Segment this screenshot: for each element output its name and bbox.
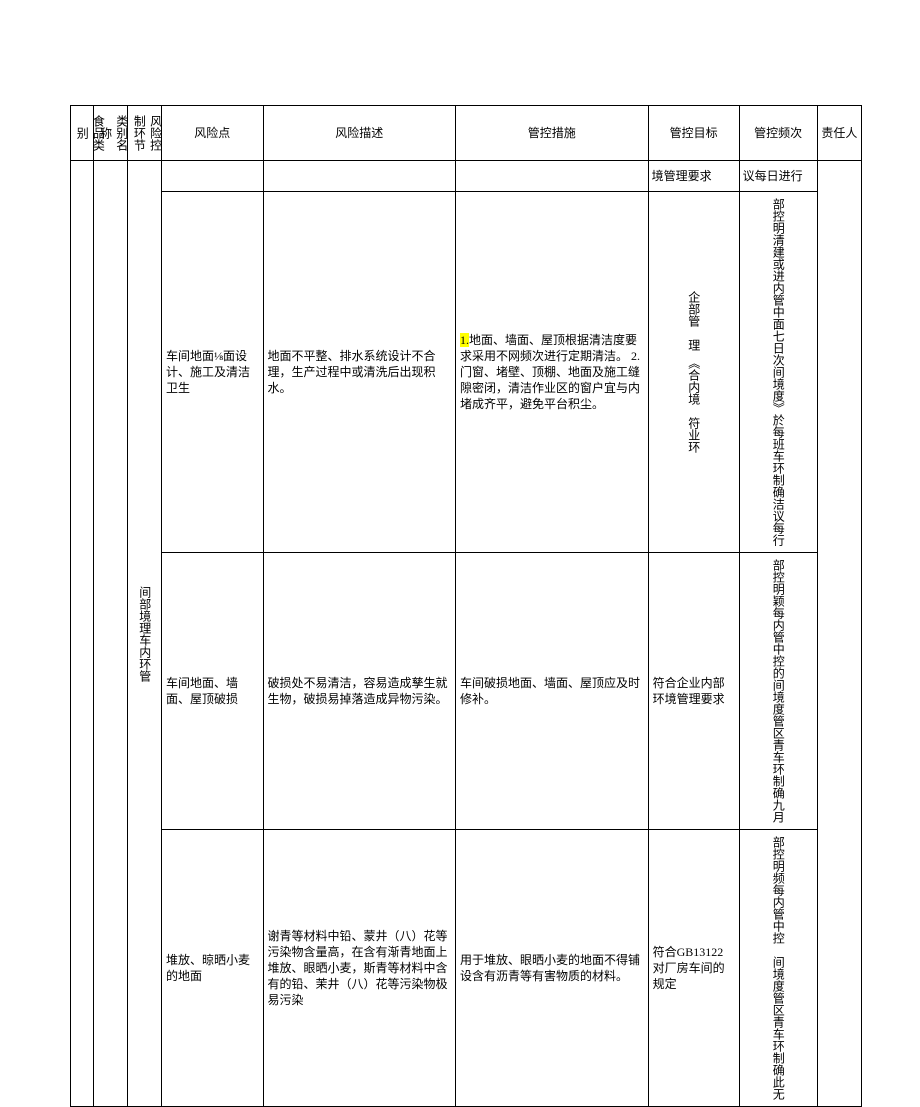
col-header-resp: 责任人	[817, 106, 861, 161]
table-header-row: 食品类别 类别名称 风险控制环节 风险点 风险描述 管控措施 管控目标 管控频次…	[71, 106, 862, 161]
cell-point: 车间地面、墙面、屋顶破损	[162, 553, 263, 830]
col-header-target: 管控目标	[648, 106, 739, 161]
cell-kind	[94, 161, 128, 1107]
col-header-freq: 管控频次	[739, 106, 817, 161]
cell-resp	[817, 161, 861, 1107]
cell-freq: 部控明频每内管中控 间境度管区青车环制确此无	[739, 830, 817, 1107]
highlight-mark: 1.	[460, 333, 469, 347]
cell-measure: 用于堆放、眼晒小麦的地面不得铺设含有沥青等有害物质的材料。	[456, 830, 649, 1107]
col-header-point: 风险点	[162, 106, 263, 161]
cell-category	[71, 161, 94, 1107]
cell-measure: 车间破损地面、墙面、屋顶应及时修补。	[456, 553, 649, 830]
risk-table: 食品类别 类别名称 风险控制环节 风险点 风险描述 管控措施 管控目标 管控频次…	[70, 105, 862, 1107]
cell-target: 符合企业内部环境管理要求	[648, 553, 739, 830]
link-vertical-text: 间部境理车内环管	[137, 586, 153, 682]
cell-desc: 地面不平整、排水系统设计不合理，生产过程中或清洗后出现积水。	[263, 192, 456, 553]
cell-stub-target: 境管理要求	[648, 161, 739, 192]
cell-stub-point	[162, 161, 263, 192]
cell-link: 间部境理车内环管	[128, 161, 162, 1107]
col-header-category: 食品类别	[71, 106, 94, 161]
col-header-link: 风险控制环节	[128, 106, 162, 161]
cell-freq: 部控明清建或进内管中面七日次间境度》於每班车环制确洁议每行	[739, 192, 817, 553]
col-header-measure: 管控措施	[456, 106, 649, 161]
cell-target: 符合GB13122对厂房车间的规定	[648, 830, 739, 1107]
cell-desc: 破损处不易清洁，容易造成孳生就生物，破损易掉落造成异物污染。	[263, 553, 456, 830]
cell-stub-measure	[456, 161, 649, 192]
table-row: 间部境理车内环管 境管理要求 议每日进行	[71, 161, 862, 192]
col-header-desc: 风险描述	[263, 106, 456, 161]
table-row: 车间地面⅛面设计、施工及清洁卫生 地面不平整、排水系统设计不合理，生产过程中或清…	[71, 192, 862, 553]
cell-target: 企部管 理 《合内境 符业环	[648, 192, 739, 553]
table-row: 堆放、晾晒小麦的地面 谢青等材料中铅、蒙井（八）花等污染物含量高，在含有渐青地面…	[71, 830, 862, 1107]
cell-freq: 部控明颖每内管中控的间境度管区青车环制确九月	[739, 553, 817, 830]
cell-stub-freq: 议每日进行	[739, 161, 817, 192]
cell-stub-desc	[263, 161, 456, 192]
document-table-wrap: 食品类别 类别名称 风险控制环节 风险点 风险描述 管控措施 管控目标 管控频次…	[70, 105, 862, 1107]
cell-point: 堆放、晾晒小麦的地面	[162, 830, 263, 1107]
measure-text: 地面、墙面、屋顶根据清洁度要求采用不网频次进行定期清洁。 2.门窗、堵壁、顶棚、…	[460, 333, 640, 412]
col-header-kind: 类别名称	[94, 106, 128, 161]
cell-point: 车间地面⅛面设计、施工及清洁卫生	[162, 192, 263, 553]
cell-desc: 谢青等材料中铅、蒙井（八）花等污染物含量高，在含有渐青地面上堆放、眼晒小麦，斯青…	[263, 830, 456, 1107]
cell-measure: 1.地面、墙面、屋顶根据清洁度要求采用不网频次进行定期清洁。 2.门窗、堵壁、顶…	[456, 192, 649, 553]
table-row: 车间地面、墙面、屋顶破损 破损处不易清洁，容易造成孳生就生物，破损易掉落造成异物…	[71, 553, 862, 830]
